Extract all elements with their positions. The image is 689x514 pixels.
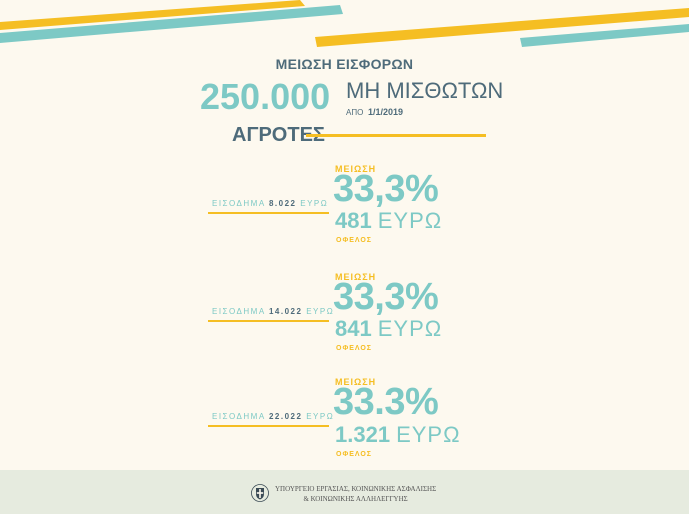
section-title: ΑΓΡΟΤΕΣ (232, 124, 325, 146)
greek-coat-of-arms-icon (251, 484, 269, 502)
amount-value: 1.321 (335, 422, 391, 447)
decorative-stripes (0, 0, 689, 47)
benefit-label: ΟΦΕΛΟΣ (336, 345, 372, 352)
benefit-amount: 841 ΕΥΡΩ (335, 316, 442, 342)
stripe-teal-right (520, 24, 689, 47)
beneficiaries-subtitle: ΜΗ ΜΙΣΘΩΤΩΝ (346, 78, 504, 103)
amount-unit: ΕΥΡΩ (377, 316, 443, 341)
benefit-amount: 481 ΕΥΡΩ (335, 208, 442, 234)
amount-unit: ΕΥΡΩ (377, 208, 443, 233)
income-text: ΕΙΣΟΔΗΜΑ 8.022 ΕΥΡΩ (212, 199, 328, 208)
income-value: 14.022 (268, 307, 303, 316)
income-label: ΕΙΣΟΔΗΜΑ (212, 199, 266, 208)
amount-unit: ΕΥΡΩ (396, 422, 461, 447)
amount-value: 481 (335, 208, 372, 233)
effective-date: 1/1/2019 (368, 107, 404, 117)
benefit-label: ΟΦΕΛΟΣ (336, 237, 372, 244)
reduction-percent: 33,3% (333, 276, 439, 318)
stripe-yellow-right (315, 8, 689, 47)
income-unit: ΕΥΡΩ (306, 307, 335, 316)
income-text: ΕΙΣΟΔΗΜΑ 22.022 ΕΥΡΩ (212, 412, 334, 421)
benefit-label: ΟΦΕΛΟΣ (336, 451, 372, 458)
footer-bar (0, 470, 689, 514)
income-value: 8.022 (268, 199, 297, 208)
beneficiaries-count: 250.000 (200, 76, 331, 117)
income-underline (208, 212, 329, 214)
benefit-amount: 1.321 ΕΥΡΩ (335, 422, 461, 448)
stripe-yellow-top (0, 0, 305, 30)
income-text: ΕΙΣΟΔΗΜΑ 14.022 ΕΥΡΩ (212, 307, 334, 316)
income-unit: ΕΥΡΩ (300, 199, 329, 208)
income-label: ΕΙΣΟΔΗΜΑ (212, 307, 266, 316)
reduction-percent: 33,3% (333, 168, 439, 210)
reduction-label: ΜΕΙΩΣΗ (335, 272, 377, 282)
reduction-percent: 33.3% (333, 381, 439, 423)
stripe-teal-top (0, 5, 343, 43)
ministry-name: ΥΠΟΥΡΓΕΙΟ ΕΡΓΑΣΙΑΣ, ΚΟΙΝΩΝΙΚΗΣ ΑΣΦΑΛΙΣΗΣ… (275, 484, 436, 504)
ministry-line-2: & ΚΟΙΝΩΝΙΚΗΣ ΑΛΛΗΛΕΓΓΥΗΣ (303, 495, 408, 503)
section-underline (306, 134, 486, 137)
ministry-line-1: ΥΠΟΥΡΓΕΙΟ ΕΡΓΑΣΙΑΣ, ΚΟΙΝΩΝΙΚΗΣ ΑΣΦΑΛΙΣΗΣ (275, 485, 437, 493)
reduction-label: ΜΕΙΩΣΗ (335, 377, 377, 387)
date-prefix: ΑΠΟ (346, 108, 364, 117)
income-unit: ΕΥΡΩ (306, 412, 335, 421)
headline: ΜΕΙΩΣΗ ΕΙΣΦΟΡΩΝ (275, 56, 414, 72)
amount-value: 841 (335, 316, 372, 341)
income-underline (208, 425, 329, 427)
income-value: 22.022 (268, 412, 303, 421)
income-label: ΕΙΣΟΔΗΜΑ (212, 412, 266, 421)
reduction-label: ΜΕΙΩΣΗ (335, 164, 377, 174)
income-underline (208, 320, 329, 322)
